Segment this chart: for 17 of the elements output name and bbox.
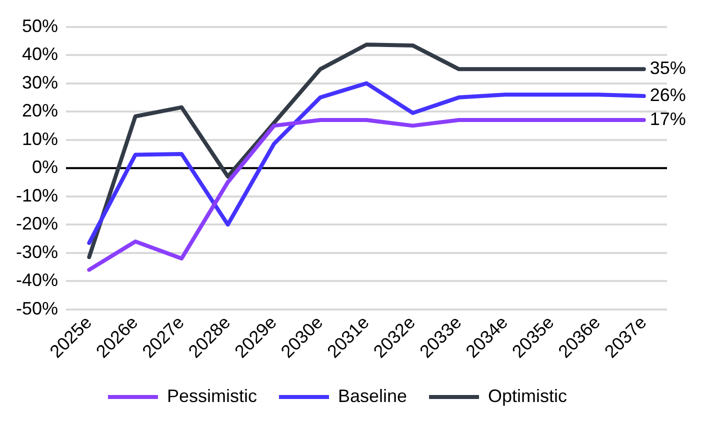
legend-label: Optimistic bbox=[488, 386, 568, 406]
y-tick-label: 50% bbox=[22, 16, 58, 36]
y-tick-label: 10% bbox=[22, 128, 58, 149]
legend-label: Baseline bbox=[338, 386, 408, 406]
data-label: 17% bbox=[650, 109, 686, 130]
legend-label: Pessimistic bbox=[166, 386, 257, 406]
y-tick-label: -40% bbox=[16, 270, 58, 290]
y-tick-label: 20% bbox=[22, 100, 58, 121]
y-tick-label: 0% bbox=[32, 157, 58, 178]
data-label: 26% bbox=[650, 84, 686, 105]
y-tick-label: -50% bbox=[16, 298, 58, 318]
y-tick-label: -30% bbox=[16, 242, 58, 262]
y-tick-label: 40% bbox=[22, 44, 58, 64]
y-tick-label: 30% bbox=[22, 72, 58, 92]
data-label: 35% bbox=[650, 58, 686, 78]
y-tick-label: -10% bbox=[16, 185, 58, 206]
y-tick-label: -20% bbox=[16, 214, 58, 234]
